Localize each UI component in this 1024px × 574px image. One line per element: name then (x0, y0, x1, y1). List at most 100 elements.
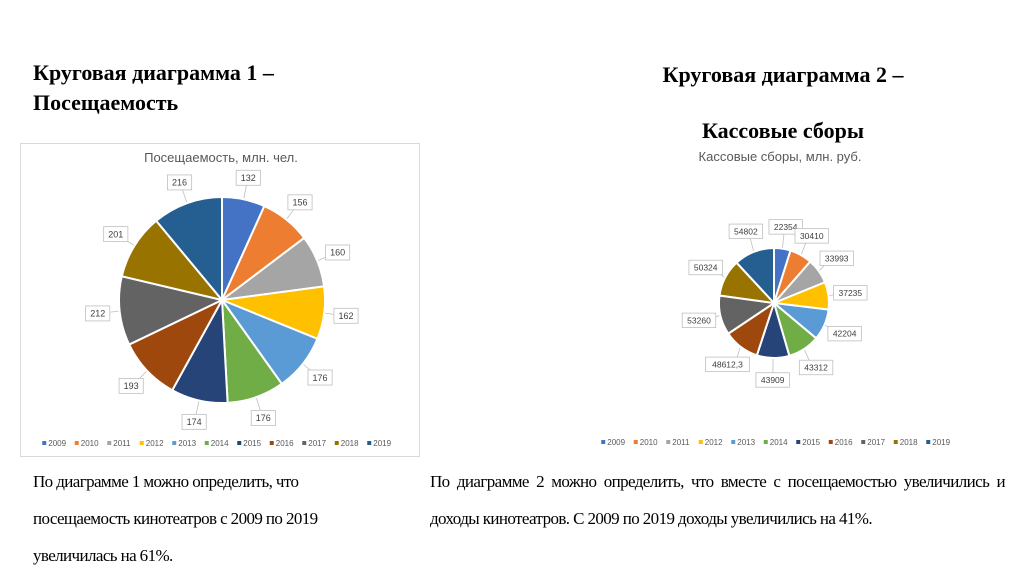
legend-swatch-2012 (698, 440, 703, 444)
legend-label-2015: 2015 (802, 438, 820, 447)
data-label-2014: 43312 (804, 363, 828, 373)
legend-label-2010: 2010 (640, 438, 658, 447)
data-label-2017: 212 (90, 309, 105, 319)
legend-swatch-2019 (926, 440, 931, 444)
data-label-box (287, 194, 313, 211)
leader-line (182, 189, 188, 203)
data-label-2016: 48612,3 (712, 359, 743, 369)
chart1-heading-line1: Круговая диаграмма 1 – (33, 60, 274, 85)
legend-label-2010: 2010 (81, 439, 99, 448)
legend-label-2019: 2019 (932, 438, 950, 447)
attendance-pie-svg: Посещаемость, млн. чел. 132 156 160 162 176 17… (42, 150, 392, 448)
legend-swatch-2016 (828, 440, 833, 444)
data-label-box (333, 307, 359, 324)
legend-label-2011: 2011 (672, 438, 690, 447)
data-label-box (833, 285, 868, 301)
data-label-2012: 37235 (839, 288, 863, 298)
data-label-2015: 174 (187, 417, 202, 427)
legend-swatch-2018 (334, 441, 339, 445)
legend-swatch-2016 (269, 441, 274, 445)
legend-swatch-2014 (204, 441, 209, 445)
legend-swatch-2017 (861, 440, 866, 444)
leader-line (243, 185, 247, 199)
legend-swatch-2014 (763, 440, 768, 444)
legend-label-2012: 2012 (705, 438, 723, 447)
legend-label-2018: 2018 (341, 439, 359, 448)
legend-label-2016: 2016 (276, 439, 294, 448)
attendance-pie-chart: Посещаемость, млн. чел. 132 156 160 162 176 17… (20, 143, 420, 457)
chart1-heading: Круговая диаграмма 1 – Посещаемость (33, 58, 353, 118)
data-label-box (307, 369, 333, 386)
legend-label-2011: 2011 (113, 439, 131, 448)
leader-line (749, 237, 754, 251)
pie-slice-2019 (735, 246, 775, 306)
data-label-box (181, 413, 207, 430)
legend-label-2009: 2009 (48, 439, 66, 448)
data-label-box (705, 356, 750, 373)
data-label-2012: 162 (338, 311, 353, 321)
data-label-box (167, 174, 193, 191)
data-label-2016: 193 (124, 381, 139, 391)
leader-line (782, 234, 785, 248)
data-label-box (768, 219, 803, 235)
legend-label-2018: 2018 (900, 438, 918, 447)
chart-title: Посещаемость, млн. чел. (144, 150, 298, 165)
data-label-2019: 54802 (734, 226, 758, 236)
leader-line (195, 401, 200, 415)
leader-line (804, 349, 811, 362)
data-label-2015: 43909 (761, 375, 785, 385)
chart2-conclusion: По диаграмме 2 можно определить, что вме… (430, 472, 1006, 528)
data-label-2010: 30410 (800, 231, 824, 241)
data-label-2009: 22354 (774, 222, 798, 232)
legend-swatch-2015 (237, 441, 242, 445)
data-label-2014: 176 (256, 413, 271, 423)
data-label-2018: 50324 (694, 263, 718, 273)
leader-line (256, 398, 261, 412)
chart2-heading-line2: Кассовые сборы (701, 118, 865, 143)
chart1-conclusion: По диаграмме 1 можно определить, что пос… (33, 472, 318, 565)
legend-label-2013: 2013 (178, 439, 196, 448)
data-label-box (681, 312, 717, 328)
data-label-2018: 201 (108, 229, 123, 239)
legend-label-2017: 2017 (867, 438, 885, 447)
data-label-box (235, 169, 261, 186)
data-label-box (827, 325, 862, 342)
box-office-pie-chart: Кассовые сборы, млн. руб. 22354 30410 33993… (590, 143, 970, 457)
chart-title: Кассовые сборы, млн. руб. (699, 149, 862, 164)
legend-swatch-2013 (731, 440, 736, 444)
legend-swatch-2012 (139, 441, 144, 445)
legend-swatch-2011 (666, 440, 671, 444)
data-label-box (85, 305, 111, 322)
legend-swatch-2015 (796, 440, 801, 444)
legend-swatch-2011 (107, 441, 112, 445)
pie-slice-2017 (118, 275, 225, 346)
legend-swatch-2009 (42, 441, 47, 445)
pie-slice-2019 (154, 195, 223, 303)
data-label-box (798, 359, 834, 376)
data-label-box (118, 377, 144, 394)
legend-swatch-2018 (893, 440, 898, 444)
data-label-box (794, 228, 829, 244)
data-label-2013: 42204 (833, 329, 857, 339)
leader-line (801, 242, 807, 255)
data-label-2013: 176 (313, 373, 328, 383)
legend-label-2016: 2016 (835, 438, 853, 447)
legend-swatch-2009 (601, 440, 606, 444)
data-label-2010: 156 (292, 198, 307, 208)
legend-label-2012: 2012 (146, 439, 164, 448)
data-label-box (250, 410, 276, 426)
legend-label-2017: 2017 (308, 439, 326, 448)
legend-label-2009: 2009 (607, 438, 625, 447)
data-label-box (325, 244, 351, 261)
legend-swatch-2013 (172, 441, 177, 445)
legend-swatch-2019 (367, 441, 372, 445)
data-label-box (755, 372, 790, 388)
data-label-box (688, 259, 723, 276)
data-label-2011: 33993 (825, 253, 849, 263)
legend-swatch-2010 (74, 441, 79, 445)
data-label-2011: 160 (330, 248, 345, 258)
data-label-2019: 216 (172, 178, 187, 188)
legend-swatch-2010 (633, 440, 638, 444)
legend-label-2014: 2014 (211, 439, 229, 448)
legend-label-2015: 2015 (243, 439, 261, 448)
